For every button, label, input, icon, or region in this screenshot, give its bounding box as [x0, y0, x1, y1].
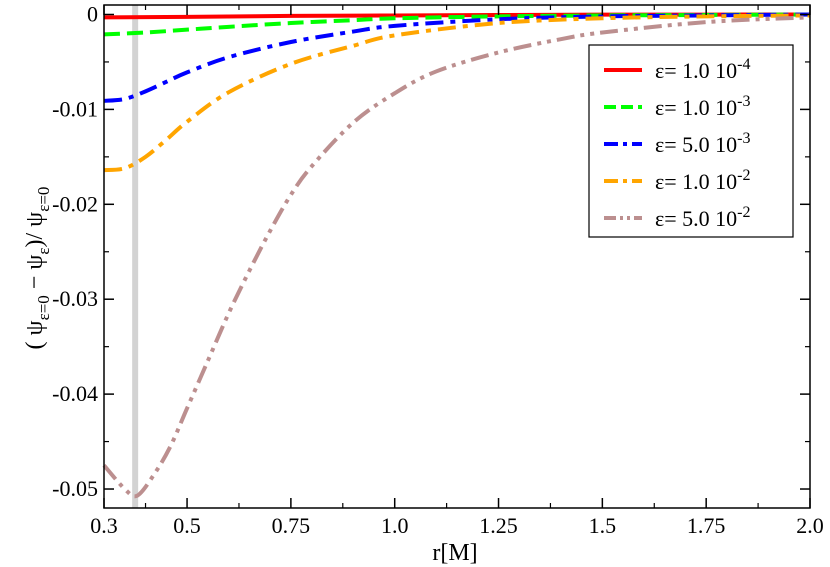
- legend-label-3: ε= 5.0 10-3: [655, 130, 750, 157]
- x-tick-label: 1.25: [479, 513, 518, 538]
- y-tick-label: -0.05: [52, 476, 98, 501]
- y-tick-label: -0.04: [52, 381, 98, 406]
- y-axis-title: ( ψε=0 − ψε)/ ψε=0: [22, 187, 53, 350]
- legend-box: [588, 44, 794, 238]
- x-tick-label: 0.3: [90, 513, 118, 538]
- x-tick-label: 1.0: [381, 513, 409, 538]
- x-tick-label: 2.0: [796, 513, 824, 538]
- y-title-sub-3: ε=0: [34, 187, 53, 212]
- x-tick-label: 0.75: [272, 513, 311, 538]
- series-line-4: [103, 13, 811, 173]
- legend-label-2: ε= 1.0 10-3: [655, 93, 750, 120]
- x-axis-title: r[M]: [432, 540, 477, 566]
- y-title-part-open: ( ψ: [22, 320, 48, 349]
- legend-label-1: ε= 1.0 10-4: [655, 56, 750, 83]
- svg-text:( ψε=0 − ψε)/ ψε=0: ( ψε=0 − ψε)/ ψε=0: [22, 187, 53, 350]
- y-tick-label: -0.03: [52, 286, 98, 311]
- y-tick-label: -0.02: [52, 191, 98, 216]
- x-tick-label: 0.5: [173, 513, 201, 538]
- y-title-sub-1: ε=0: [34, 295, 53, 320]
- x-tick-label: 1.75: [687, 513, 726, 538]
- y-title-sub-2: ε: [34, 247, 53, 254]
- x-tick-label: 1.5: [589, 513, 617, 538]
- legend-label-4: ε= 1.0 10-2: [655, 167, 750, 194]
- y-tick-label: 0: [87, 1, 98, 26]
- y-tick-label: -0.01: [52, 96, 98, 121]
- series-line-5: [102, 15, 811, 499]
- series-layer: [102, 12, 811, 499]
- series-line-3: [103, 12, 811, 103]
- legend: ε= 1.0 10-4 ε= 1.0 10-3 ε= 5.0 10-3 ε= 1.0 …: [588, 44, 794, 238]
- y-title-part-minus: − ψ: [22, 255, 48, 296]
- legend-label-5: ε= 5.0 10-2: [655, 204, 750, 231]
- ticks-layer: 0.3 0.5 0.75 1.0 1.25 1.5 1.75 2.0 0 -0.01 -0.02 -0…: [52, 1, 824, 538]
- y-title-part-close: )/ ψ: [22, 212, 48, 248]
- plot-frame: [103, 4, 811, 509]
